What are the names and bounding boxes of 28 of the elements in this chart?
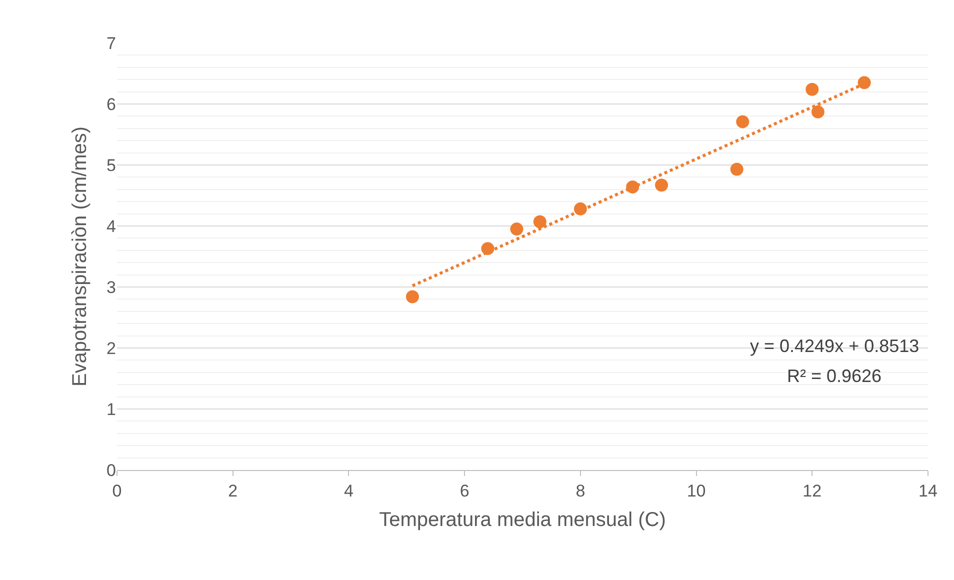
y-tick-label: 2: [106, 338, 116, 358]
y-tick-label: 3: [106, 278, 116, 297]
x-tick-label: 4: [344, 481, 354, 500]
point: [406, 290, 419, 304]
x-axis-title: Temperatura media mensual (C): [379, 508, 666, 531]
x-tick-label: 6: [460, 481, 470, 500]
annotation: y = 0.4249x + 0.8513: [750, 336, 920, 356]
point: [811, 105, 824, 118]
y-tick-label: 7: [106, 34, 116, 53]
x-tick-label: 14: [918, 481, 938, 500]
point: [806, 82, 819, 96]
x-tick-label: 12: [802, 481, 822, 500]
x-tick-label: 2: [228, 481, 238, 500]
y-tick-label: 0: [106, 460, 116, 480]
y-tick-label: 5: [106, 156, 116, 175]
y-tick-label: 6: [106, 94, 116, 114]
y-axis-title: Evapotranspiraciòn (cm/mes): [69, 126, 92, 387]
point: [510, 222, 524, 236]
annotation: R² = 0.9626: [787, 366, 882, 386]
point: [730, 162, 744, 176]
y-tick-label: 1: [106, 400, 116, 419]
point: [655, 178, 668, 192]
x-tick-label: 10: [686, 481, 706, 500]
point: [858, 76, 871, 90]
x-tick-label: 8: [576, 481, 586, 500]
point: [736, 115, 750, 128]
y-tick-label: 4: [106, 216, 116, 236]
point: [533, 215, 546, 228]
